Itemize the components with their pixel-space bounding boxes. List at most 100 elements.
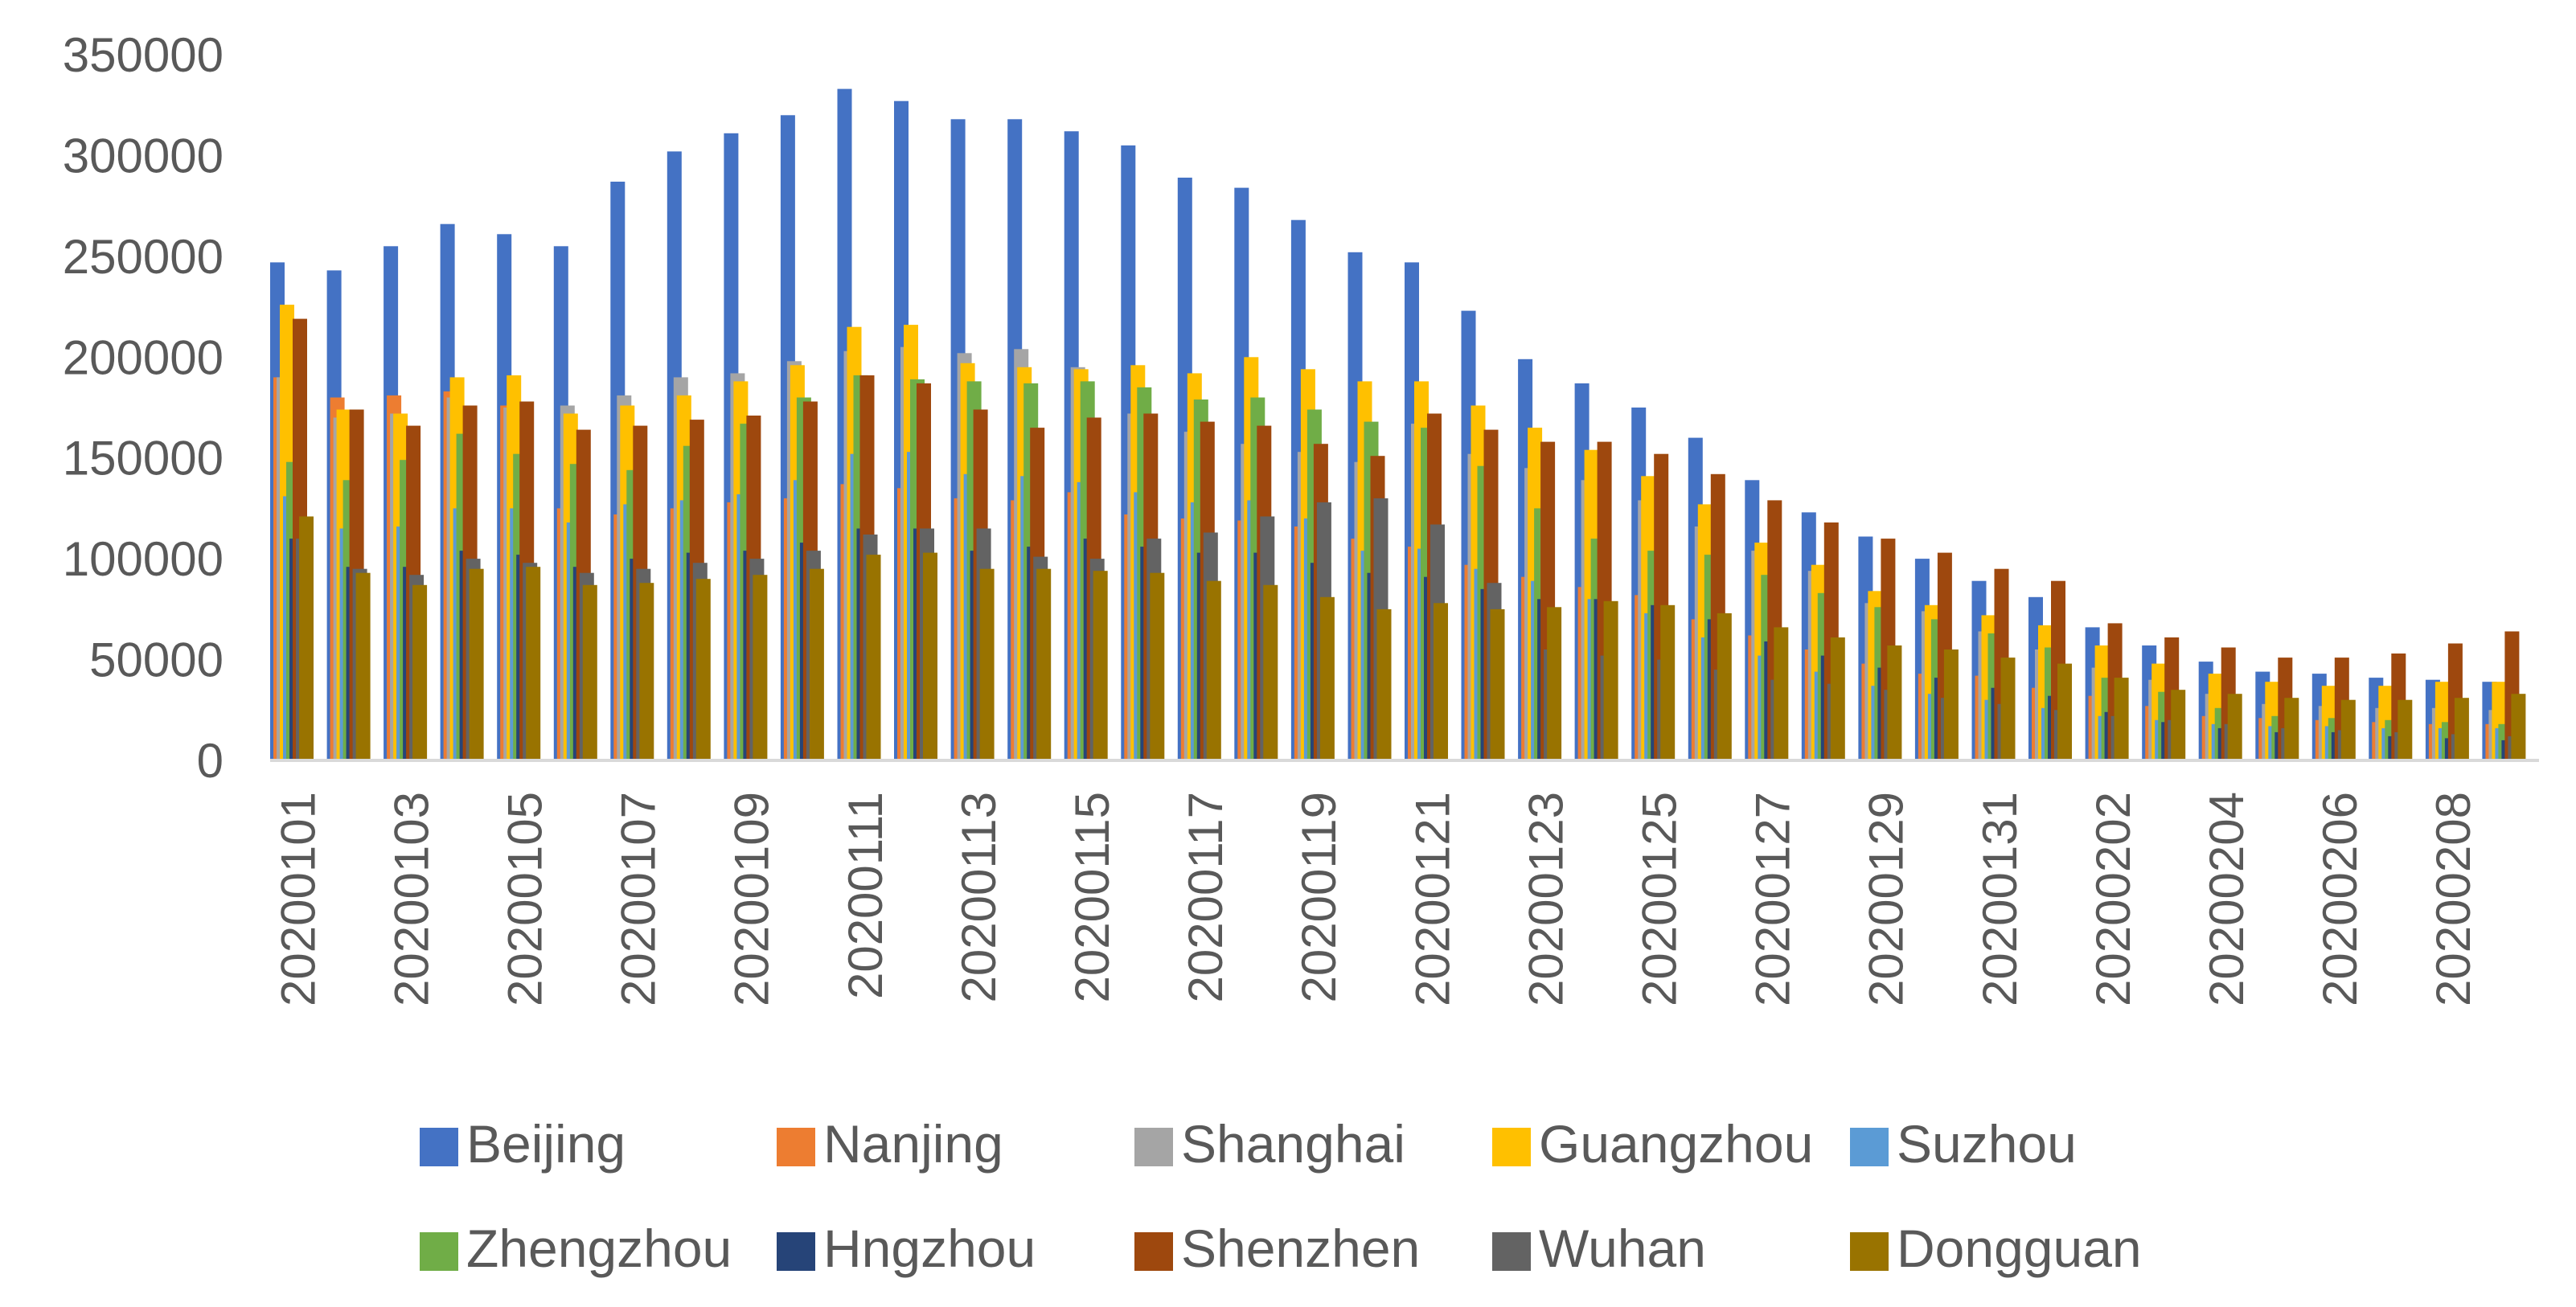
bar-dongguan-20200118	[1263, 584, 1278, 760]
legend-swatch	[1850, 1232, 1889, 1271]
y-tick-label: 100000	[63, 532, 224, 586]
y-tick-label: 300000	[63, 129, 224, 182]
x-tick-label: 20200105	[498, 792, 552, 1006]
bar-dongguan-20200106	[582, 584, 597, 760]
x-tick-label: 20200123	[1519, 792, 1573, 1006]
legend-swatch	[1492, 1232, 1531, 1271]
y-tick-label: 0	[197, 734, 224, 788]
x-tick-label: 20200103	[384, 792, 438, 1006]
bar-dongguan-20200109	[753, 575, 768, 760]
legend-label: Shanghai	[1181, 1114, 1405, 1174]
legend-swatch	[777, 1128, 815, 1166]
bar-dongguan-20200117	[1206, 580, 1221, 760]
legend-item-shanghai: Shanghai	[1134, 1114, 1405, 1174]
legend: Beijing Nanjing Shanghai Guangzhou Suzhou Zhe…	[420, 1114, 2142, 1278]
legend-label: Shenzhen	[1181, 1219, 1420, 1278]
x-tick-label: 20200204	[2200, 792, 2254, 1006]
bar-dongguan-20200206	[2340, 699, 2356, 760]
x-tick-label: 20200119	[1292, 792, 1346, 1003]
legend-item-hngzhou: Hngzhou	[777, 1219, 1036, 1278]
legend-label: Dongguan	[1897, 1219, 2142, 1278]
bar-dongguan-20200103	[412, 584, 428, 760]
bar-dongguan-20200127	[1774, 627, 1789, 760]
x-tick-label: 20200101	[271, 792, 325, 1006]
bar-dongguan-20200203	[2171, 690, 2186, 760]
legend-label: Beijing	[466, 1114, 626, 1174]
bar-dongguan-20200102	[355, 572, 371, 760]
x-tick-label: 20200208	[2426, 792, 2480, 1006]
bar-dongguan-20200131	[2000, 658, 2016, 760]
legend-item-zhengzhou: Zhengzhou	[420, 1219, 732, 1278]
legend-label: Wuhan	[1539, 1219, 1706, 1278]
x-tick-label: 20200117	[1179, 792, 1233, 1003]
bar-dongguan-20200205	[2284, 698, 2299, 760]
y-axis-tick-labels: 0 50000 100000 150000 200000 250000 300000 3500…	[63, 28, 224, 788]
legend-item-wuhan: Wuhan	[1492, 1219, 1706, 1278]
legend-swatch	[1492, 1128, 1531, 1166]
x-tick-label: 20200206	[2313, 792, 2367, 1006]
bar-dongguan-20200108	[695, 579, 711, 760]
x-tick-label: 20200107	[612, 792, 666, 1006]
y-tick-label: 150000	[63, 432, 224, 486]
bar-dongguan-20200121	[1434, 603, 1448, 760]
bar-dongguan-20200107	[639, 583, 654, 760]
bar-dongguan-20200208	[2454, 698, 2469, 760]
bar-dongguan-20200209	[2511, 694, 2526, 760]
x-tick-label: 20200113	[952, 792, 1006, 1003]
legend-label: Suzhou	[1897, 1114, 2077, 1174]
x-tick-label: 20200127	[1746, 792, 1800, 1006]
x-tick-label: 20200125	[1633, 792, 1687, 1006]
bar-dongguan-20200122	[1490, 608, 1505, 760]
bar-dongguan-20200130	[1943, 649, 1959, 760]
x-axis-tick-labels: 20200101 20200103 20200105 20200107 20200109…	[271, 792, 2480, 1006]
bar-dongguan-20200105	[526, 567, 541, 760]
bar-dongguan-20200125	[1660, 604, 1676, 760]
bar-dongguan-20200114	[1036, 568, 1052, 760]
legend-swatch	[420, 1232, 458, 1271]
bar-dongguan-20200115	[1093, 571, 1108, 760]
x-tick-label: 20200202	[2086, 792, 2140, 1006]
bar-dongguan-20200110	[809, 568, 824, 760]
x-tick-label: 20200109	[725, 792, 779, 1006]
bar-dongguan-20200113	[979, 568, 995, 760]
y-tick-label: 350000	[63, 28, 224, 82]
legend-swatch	[1850, 1128, 1889, 1166]
y-tick-label: 200000	[63, 330, 224, 384]
y-tick-label: 250000	[63, 230, 224, 284]
legend-item-shenzhen: Shenzhen	[1134, 1219, 1420, 1278]
x-tick-label: 20200115	[1065, 792, 1119, 1003]
bar-dongguan-20200126	[1717, 613, 1732, 760]
legend-swatch	[777, 1232, 815, 1271]
legend-item-suzhou: Suzhou	[1850, 1114, 2077, 1174]
bar-dongguan-20200128	[1830, 637, 1845, 760]
bar-dongguan-20200101	[299, 516, 314, 760]
x-tick-label: 20200129	[1860, 792, 1914, 1006]
bar-dongguan-20200104	[469, 568, 484, 760]
bar-dongguan-20200124	[1603, 600, 1618, 760]
bar-dongguan-20200123	[1547, 607, 1562, 760]
x-tick-label: 20200131	[1973, 792, 2027, 1006]
legend-label: Guangzhou	[1539, 1114, 1813, 1174]
legend-item-beijing: Beijing	[420, 1114, 626, 1174]
legend-label: Nanjing	[823, 1114, 1003, 1174]
legend-item-nanjing: Nanjing	[777, 1114, 1003, 1174]
bar-dongguan-20200201	[2057, 663, 2072, 760]
bar-dongguan-20200116	[1150, 572, 1165, 760]
bar-dongguan-20200111	[866, 555, 881, 760]
bar-dongguan-20200129	[1887, 645, 1902, 760]
legend-label: Zhengzhou	[466, 1219, 732, 1278]
bar-dongguan-20200207	[2398, 699, 2413, 760]
legend-item-dongguan: Dongguan	[1850, 1219, 2142, 1278]
legend-swatch	[420, 1128, 458, 1166]
legend-item-guangzhou: Guangzhou	[1492, 1114, 1813, 1174]
bar-dongguan-20200120	[1376, 608, 1392, 760]
y-tick-label: 50000	[89, 633, 224, 687]
bar-dongguan-20200202	[2114, 678, 2129, 760]
bar-dongguan-20200119	[1319, 596, 1335, 760]
x-tick-label: 20200121	[1405, 792, 1459, 1006]
legend-label: Hngzhou	[823, 1219, 1036, 1278]
legend-swatch	[1134, 1128, 1173, 1166]
bar-dongguan-20200112	[923, 552, 937, 760]
x-tick-label: 20200111	[839, 792, 892, 999]
